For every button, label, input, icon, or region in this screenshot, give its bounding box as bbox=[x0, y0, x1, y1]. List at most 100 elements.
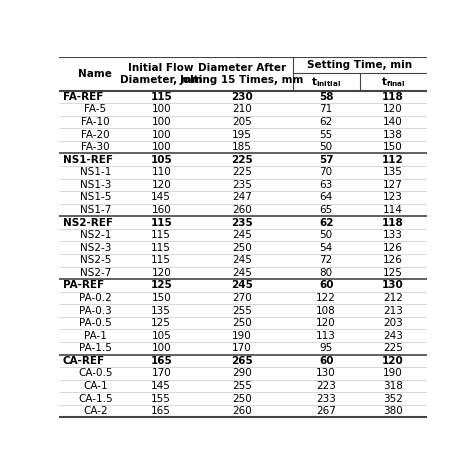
Text: 155: 155 bbox=[151, 394, 171, 404]
Text: 105: 105 bbox=[150, 155, 172, 165]
Text: 170: 170 bbox=[232, 343, 252, 353]
Text: Name: Name bbox=[79, 69, 112, 79]
Text: 71: 71 bbox=[319, 105, 333, 114]
Text: 62: 62 bbox=[319, 218, 333, 227]
Text: 130: 130 bbox=[316, 368, 336, 378]
Text: 233: 233 bbox=[316, 394, 336, 404]
Text: 255: 255 bbox=[232, 306, 252, 316]
Text: 352: 352 bbox=[383, 394, 403, 404]
Text: Diameter After
Jolting 15 Times, mm: Diameter After Jolting 15 Times, mm bbox=[180, 63, 304, 85]
Text: 125: 125 bbox=[150, 280, 172, 291]
Text: 57: 57 bbox=[319, 155, 333, 165]
Text: 54: 54 bbox=[319, 243, 333, 253]
Text: 110: 110 bbox=[151, 167, 171, 177]
Text: 115: 115 bbox=[151, 255, 171, 265]
Text: 235: 235 bbox=[231, 218, 253, 227]
Text: 245: 245 bbox=[232, 268, 252, 278]
Text: NS1-3: NS1-3 bbox=[80, 180, 111, 190]
Text: 64: 64 bbox=[319, 193, 333, 203]
Text: 100: 100 bbox=[151, 105, 171, 114]
Text: 60: 60 bbox=[319, 356, 333, 366]
Text: 165: 165 bbox=[151, 406, 171, 416]
Text: 195: 195 bbox=[232, 130, 252, 139]
Text: 115: 115 bbox=[150, 218, 172, 227]
Text: FA-20: FA-20 bbox=[81, 130, 110, 139]
Text: 100: 100 bbox=[151, 343, 171, 353]
Text: 185: 185 bbox=[232, 142, 252, 152]
Text: 127: 127 bbox=[383, 180, 403, 190]
Text: 255: 255 bbox=[232, 381, 252, 391]
Text: 245: 245 bbox=[231, 280, 253, 291]
Text: 120: 120 bbox=[383, 105, 403, 114]
Text: 135: 135 bbox=[151, 306, 171, 316]
Text: 290: 290 bbox=[232, 368, 252, 378]
Text: 100: 100 bbox=[151, 142, 171, 152]
Text: 123: 123 bbox=[383, 193, 403, 203]
Text: 115: 115 bbox=[150, 92, 172, 102]
Text: PA-1: PA-1 bbox=[84, 331, 107, 341]
Text: 100: 100 bbox=[151, 130, 171, 139]
Text: NS2-REF: NS2-REF bbox=[63, 218, 113, 227]
Text: 203: 203 bbox=[383, 318, 403, 328]
Text: 270: 270 bbox=[232, 293, 252, 303]
Text: 213: 213 bbox=[383, 306, 403, 316]
Text: 72: 72 bbox=[319, 255, 333, 265]
Text: 235: 235 bbox=[232, 180, 252, 190]
Text: PA-0.3: PA-0.3 bbox=[79, 306, 112, 316]
Text: 122: 122 bbox=[316, 293, 336, 303]
Text: 60: 60 bbox=[319, 280, 333, 291]
Text: 126: 126 bbox=[383, 255, 403, 265]
Text: 55: 55 bbox=[319, 130, 333, 139]
Text: 125: 125 bbox=[151, 318, 171, 328]
Text: 118: 118 bbox=[383, 218, 404, 227]
Text: CA-1.5: CA-1.5 bbox=[78, 394, 113, 404]
Text: NS2-1: NS2-1 bbox=[80, 230, 111, 240]
Text: 230: 230 bbox=[231, 92, 253, 102]
Text: 243: 243 bbox=[383, 331, 403, 341]
Text: $\mathbf{t}_{\mathbf{initial}}$: $\mathbf{t}_{\mathbf{initial}}$ bbox=[311, 75, 341, 89]
Text: NS1-5: NS1-5 bbox=[80, 193, 111, 203]
Text: Setting Time, min: Setting Time, min bbox=[307, 60, 412, 70]
Text: 63: 63 bbox=[319, 180, 333, 190]
Text: 247: 247 bbox=[232, 193, 252, 203]
Text: 250: 250 bbox=[232, 394, 252, 404]
Text: 120: 120 bbox=[316, 318, 336, 328]
Text: 250: 250 bbox=[232, 243, 252, 253]
Text: 120: 120 bbox=[151, 180, 171, 190]
Text: 225: 225 bbox=[383, 343, 403, 353]
Text: FA-10: FA-10 bbox=[81, 117, 110, 127]
Text: 108: 108 bbox=[316, 306, 336, 316]
Text: 120: 120 bbox=[151, 268, 171, 278]
Text: 138: 138 bbox=[383, 130, 403, 139]
Text: 318: 318 bbox=[383, 381, 403, 391]
Text: NS1-7: NS1-7 bbox=[80, 205, 111, 215]
Text: 190: 190 bbox=[232, 331, 252, 341]
Text: PA-0.2: PA-0.2 bbox=[79, 293, 112, 303]
Text: 225: 225 bbox=[232, 167, 252, 177]
Text: Initial Flow
Diameter, mm: Initial Flow Diameter, mm bbox=[120, 63, 202, 85]
Text: NS2-3: NS2-3 bbox=[80, 243, 111, 253]
Text: PA-0.5: PA-0.5 bbox=[79, 318, 112, 328]
Text: 126: 126 bbox=[383, 243, 403, 253]
Text: PA-1.5: PA-1.5 bbox=[79, 343, 112, 353]
Text: 150: 150 bbox=[151, 293, 171, 303]
Text: 170: 170 bbox=[151, 368, 171, 378]
Text: 260: 260 bbox=[232, 406, 252, 416]
Text: 245: 245 bbox=[232, 230, 252, 240]
Text: 65: 65 bbox=[319, 205, 333, 215]
Text: 380: 380 bbox=[383, 406, 403, 416]
Text: 135: 135 bbox=[383, 167, 403, 177]
Text: 115: 115 bbox=[151, 230, 171, 240]
Text: NS2-7: NS2-7 bbox=[80, 268, 111, 278]
Text: 260: 260 bbox=[232, 205, 252, 215]
Text: 145: 145 bbox=[151, 193, 171, 203]
Text: 245: 245 bbox=[232, 255, 252, 265]
Text: 205: 205 bbox=[232, 117, 252, 127]
Text: 140: 140 bbox=[383, 117, 403, 127]
Text: 100: 100 bbox=[151, 117, 171, 127]
Text: CA-2: CA-2 bbox=[83, 406, 108, 416]
Text: 150: 150 bbox=[383, 142, 403, 152]
Text: 95: 95 bbox=[319, 343, 333, 353]
Text: NS1-REF: NS1-REF bbox=[63, 155, 113, 165]
Text: 120: 120 bbox=[383, 356, 404, 366]
